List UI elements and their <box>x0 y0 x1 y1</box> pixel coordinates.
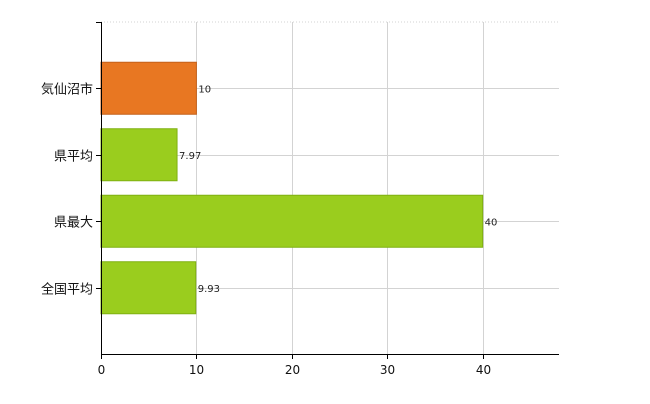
axes-layer <box>96 22 559 359</box>
category-label: 全国平均 <box>41 282 93 298</box>
bar <box>100 194 484 248</box>
grid-layer <box>101 21 559 354</box>
x-tick-label: 40 <box>476 363 491 377</box>
bar <box>100 261 197 315</box>
bars-layer <box>100 61 484 315</box>
bar <box>100 128 178 182</box>
x-tick-label: 20 <box>285 363 300 377</box>
bar <box>100 61 197 115</box>
x-tick-label: 10 <box>189 363 204 377</box>
data-label: 9.93 <box>198 284 220 295</box>
x-tick-label: 30 <box>380 363 395 377</box>
data-label: 40 <box>485 217 498 228</box>
category-label: 県平均 <box>54 150 93 165</box>
category-label: 気仙沼市 <box>41 82 93 98</box>
category-label: 県最大 <box>54 216 93 231</box>
data-label: 10 <box>198 84 211 95</box>
x-tick-label: 0 <box>98 363 106 377</box>
data-label: 7.97 <box>179 151 201 162</box>
